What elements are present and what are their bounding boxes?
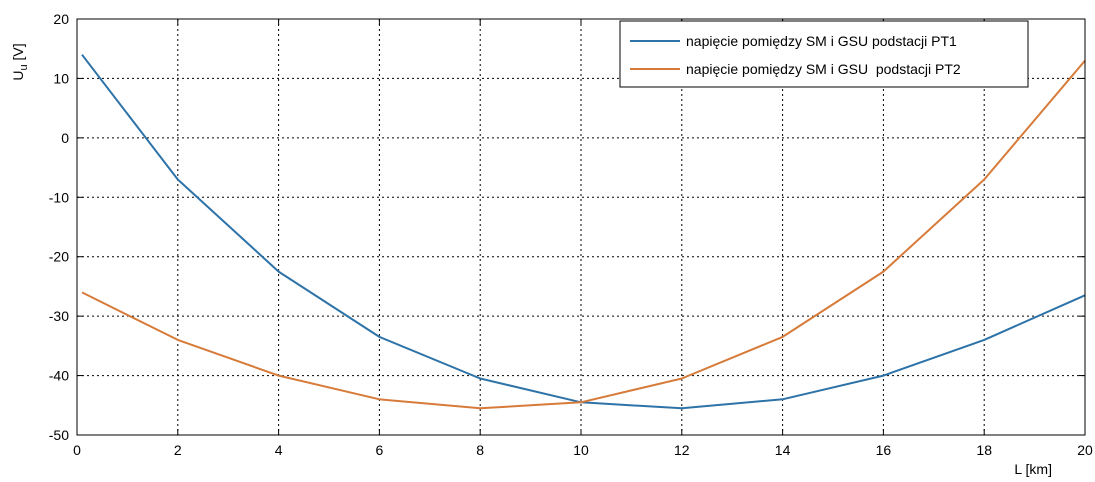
x-tick-label: 6: [376, 442, 384, 458]
y-axis-tick-labels: -50 -40 -30 -20 -10 0 10 20: [49, 11, 69, 443]
x-tick-label: 0: [73, 442, 81, 458]
series-line-pt2: [81, 59, 1086, 410]
x-tick-label: 20: [1077, 442, 1093, 458]
y-tick-label: -20: [49, 249, 69, 265]
series-line-pt1: [81, 54, 1086, 410]
x-tick-label: 14: [775, 442, 791, 458]
x-tick-label: 16: [876, 442, 892, 458]
series-lines: [81, 54, 1086, 410]
legend: napięcie pomiędzy SM i GSU podstacji PT1…: [619, 20, 1029, 88]
y-axis-label: Uu [V]: [10, 43, 30, 80]
y-tick-label: -40: [49, 368, 69, 384]
y-tick-label: 20: [53, 11, 69, 27]
y-tick-label: -10: [49, 189, 69, 205]
y-tick-label: 0: [61, 130, 69, 146]
axis-ticks: [76, 18, 1086, 436]
y-axis-label-unit: [V]: [10, 43, 26, 64]
x-axis-tick-labels: 0 2 4 6 8 10 12 14 16 18 20: [73, 442, 1093, 458]
y-tick-label: 10: [53, 70, 69, 86]
x-tick-label: 12: [674, 442, 690, 458]
y-tick-label: -50: [49, 427, 69, 443]
y-axis-label-main: U: [10, 71, 26, 81]
legend-label-pt1: napięcie pomiędzy SM i GSU podstacji PT1: [686, 33, 957, 49]
y-tick-label: -30: [49, 308, 69, 324]
x-tick-label: 18: [976, 442, 992, 458]
x-tick-label: 2: [174, 442, 182, 458]
x-tick-label: 10: [573, 442, 589, 458]
legend-label-pt2: napięcie pomiędzy SM i GSU podstacji PT2: [686, 61, 961, 77]
x-tick-label: 4: [275, 442, 283, 458]
x-axis-label: L [km]: [1014, 461, 1052, 477]
legend-box: [619, 20, 1029, 88]
x-tick-label: 8: [476, 442, 484, 458]
y-axis-label-subscript: u: [18, 64, 30, 70]
